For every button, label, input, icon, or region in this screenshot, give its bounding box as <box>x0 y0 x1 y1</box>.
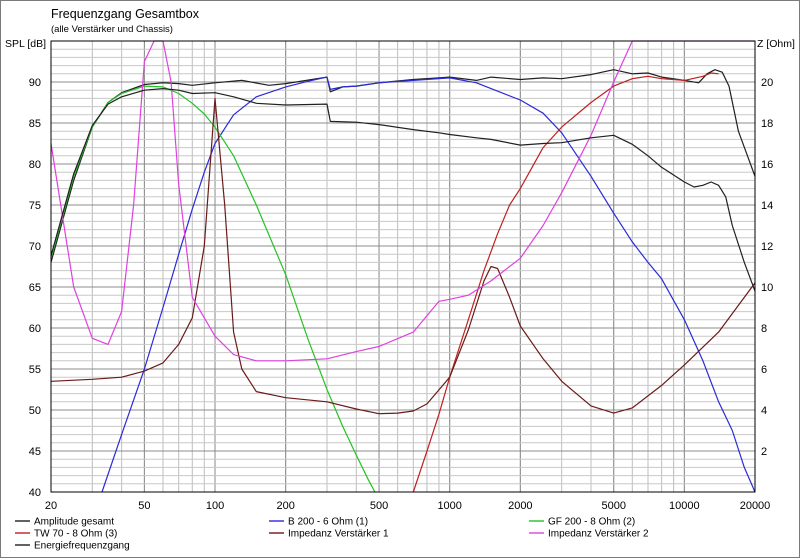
y-axis-left-label: SPL [dB] <box>5 38 46 50</box>
chart-title: Frequenzgang Gesamtbox <box>51 7 200 21</box>
y-tick-label-left: 70 <box>29 241 41 253</box>
y-tick-label-right: 2 <box>761 446 767 458</box>
y-tick-label-right: 12 <box>761 241 773 253</box>
series-line-impedanz-verst-rker-1 <box>50 97 756 415</box>
series-line-tw-70-8-ohm-3 <box>412 72 719 493</box>
legend-label: Impedanz Verstärker 2 <box>548 529 649 540</box>
y-tick-label-left: 45 <box>29 446 41 458</box>
x-tick-label: 5000 <box>601 500 625 512</box>
x-tick-label: 100 <box>206 500 224 512</box>
legend: Amplitude gesamt B 200 - 6 Ohm (1) GF 200 … <box>15 517 649 552</box>
x-tick-label: 500 <box>370 500 388 512</box>
y-tick-label-right: 10 <box>761 282 773 294</box>
y-tick-label-right: 16 <box>761 159 773 171</box>
x-tick-label: 10000 <box>669 500 700 512</box>
x-tick-label: 20 <box>45 500 57 512</box>
legend-label: Impedanz Verstärker 1 <box>288 529 389 540</box>
y-tick-label-right: 8 <box>761 323 767 335</box>
series-line-amplitude-gesamt <box>50 69 756 263</box>
y-tick-label-left: 50 <box>29 405 41 417</box>
series-line-impedanz-verst-rker-2 <box>50 40 755 362</box>
x-tick-label: 1000 <box>437 500 461 512</box>
y-tick-label-left: 80 <box>29 159 41 171</box>
tick-labels: 20 50 100 200 500 1000 2000 5000 10000 2000040455… <box>29 77 774 512</box>
legend-label: Amplitude gesamt <box>34 517 114 528</box>
legend-label: GF 200 - 8 Ohm (2) <box>548 517 635 528</box>
y-tick-label-left: 55 <box>29 364 41 376</box>
y-tick-label-left: 75 <box>29 200 41 212</box>
y-tick-label-right: 18 <box>761 118 773 130</box>
legend-label: TW 70 - 8 Ohm (3) <box>34 529 117 540</box>
x-tick-label: 2000 <box>508 500 532 512</box>
y-tick-label-left: 40 <box>29 487 41 499</box>
chart-subtitle: (alle Verstärker und Chassis) <box>51 24 173 35</box>
y-tick-label-left: 65 <box>29 282 41 294</box>
y-tick-label-right: 20 <box>761 77 773 89</box>
y-tick-label-left: 60 <box>29 323 41 335</box>
series-line-gf-200-8-ohm-2 <box>50 85 376 493</box>
x-tick-label: 50 <box>138 500 150 512</box>
y-tick-label-right: 14 <box>761 200 773 212</box>
grid <box>50 40 756 493</box>
series-lines <box>50 40 756 493</box>
x-tick-label: 200 <box>276 500 294 512</box>
y-tick-label-right: 6 <box>761 364 767 376</box>
plot-border <box>50 40 756 493</box>
y-tick-label-right: 4 <box>761 405 767 417</box>
series-line-energiefrequenzgang <box>50 87 756 292</box>
legend-label: B 200 - 6 Ohm (1) <box>288 517 368 528</box>
y-tick-label-left: 85 <box>29 118 41 130</box>
y-axis-right-label: Z [Ohm] <box>757 38 795 50</box>
x-tick-label: 20000 <box>740 500 771 512</box>
legend-label: Energiefrequenzgang <box>34 541 130 552</box>
series-line-b-200-6-ohm-1 <box>101 76 756 493</box>
y-tick-label-left: 90 <box>29 77 41 89</box>
